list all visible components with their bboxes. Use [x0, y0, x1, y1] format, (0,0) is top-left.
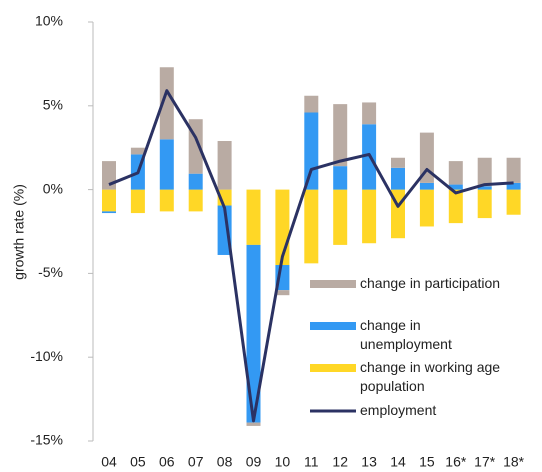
- bar-segment: [217, 140, 232, 190]
- x-tick-label: 08: [217, 454, 233, 470]
- x-tick-label: 07: [188, 454, 204, 470]
- bar-segment: [304, 112, 319, 190]
- bar-segment: [448, 161, 463, 185]
- bar-segment: [391, 167, 405, 190]
- bar-segment: [102, 211, 116, 214]
- x-tick-label: 17*: [474, 454, 496, 470]
- x-tick-label: 06: [159, 454, 175, 470]
- bar-segment: [130, 189, 145, 214]
- bar-segment: [246, 422, 261, 426]
- bar-segment: [419, 189, 434, 227]
- y-tick-label: 10%: [35, 13, 63, 29]
- legend-label: change in working age population: [360, 359, 501, 394]
- bar-segment: [304, 95, 319, 113]
- bar-segment: [477, 189, 492, 219]
- y-tick-label: 5%: [43, 97, 63, 113]
- bar-segment: [304, 189, 319, 264]
- bar-segment: [333, 104, 348, 167]
- y-axis-label: growth rate (%): [11, 184, 27, 280]
- x-tick-label: 13: [361, 454, 377, 470]
- bar-segment: [506, 189, 521, 215]
- bar-segment: [246, 244, 261, 423]
- x-tick-label: 04: [101, 454, 117, 470]
- bar-segment: [102, 161, 116, 190]
- x-tick-label: 11: [304, 454, 319, 470]
- legend-swatch: [310, 280, 356, 288]
- legend-label: change in participation: [360, 275, 501, 291]
- line: [108, 89, 514, 423]
- bar-segment: [246, 189, 261, 245]
- bar-segment: [188, 189, 203, 212]
- bar-segment: [477, 157, 492, 187]
- bar-segment: [419, 182, 434, 190]
- bar-segment: [362, 189, 377, 244]
- bar-segment: [159, 139, 174, 190]
- y-tick-label: -5%: [38, 264, 63, 280]
- bar-segment: [159, 189, 174, 212]
- x-tick-label: 14: [390, 454, 406, 470]
- x-tick-label: 09: [246, 454, 262, 470]
- x-tick-label: 05: [130, 454, 146, 470]
- x-tick-label: 10: [275, 454, 291, 470]
- x-tick-label: 12: [332, 454, 348, 470]
- bar-segment: [188, 173, 203, 190]
- bar-segment: [159, 67, 174, 140]
- y-tick-label: -15%: [30, 432, 63, 448]
- bar-segment: [448, 189, 463, 224]
- bar-segment: [333, 166, 348, 190]
- x-tick-label: 18*: [503, 454, 525, 470]
- y-tick-label: 0%: [43, 180, 63, 196]
- bar-segment: [391, 157, 405, 168]
- y-tick-label: -10%: [30, 348, 63, 364]
- bar-segment: [506, 182, 521, 190]
- bar-segment: [477, 186, 492, 190]
- legend-label: employment: [360, 402, 437, 418]
- bar-segment: [130, 147, 145, 155]
- bar-segment: [448, 184, 463, 190]
- legend-label: change in unemployment: [360, 317, 452, 352]
- legend-swatch: [310, 322, 356, 330]
- bar-segment: [506, 157, 521, 183]
- x-tick-label: 16*: [445, 454, 467, 470]
- bar-segment: [333, 189, 348, 245]
- bar-segment: [362, 102, 377, 125]
- x-tick-label: 15: [419, 454, 435, 470]
- legend-swatch: [310, 364, 356, 372]
- bar-segment: [419, 132, 434, 183]
- bar-segment: [275, 290, 290, 296]
- bar-segment: [102, 189, 116, 212]
